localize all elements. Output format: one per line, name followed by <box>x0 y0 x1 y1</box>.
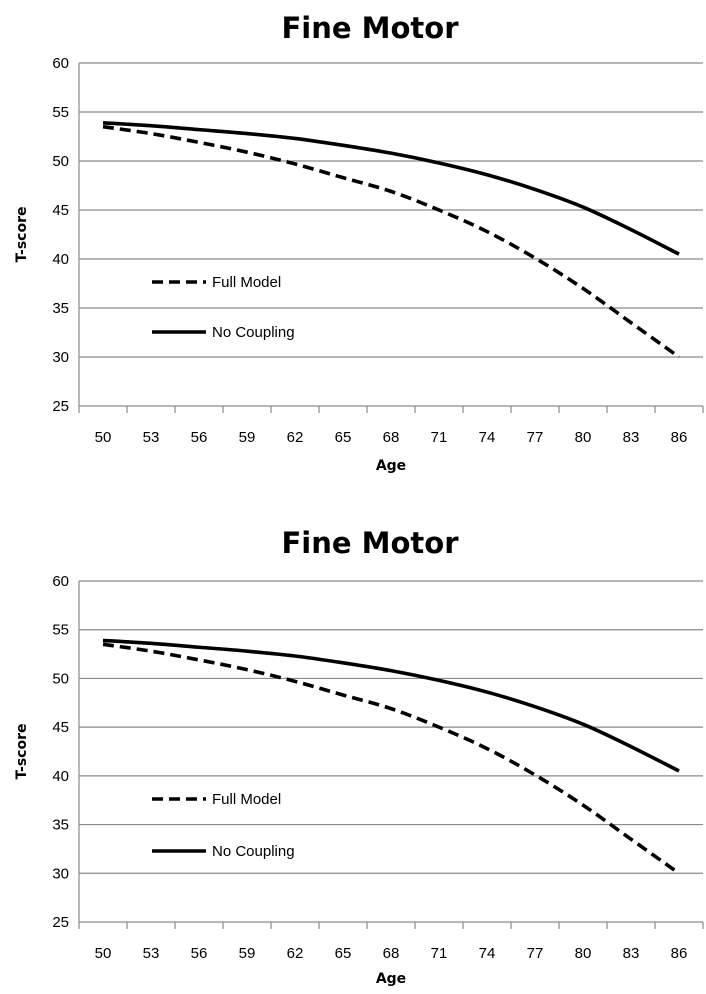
y-tick-label: 45 <box>52 202 69 219</box>
legend-label: No Coupling <box>212 843 295 860</box>
x-tick-label: 74 <box>479 945 496 962</box>
y-tick-label: 35 <box>52 817 69 834</box>
series-line-no-coupling <box>102 120 680 256</box>
x-tick-label: 53 <box>143 429 160 446</box>
series-line-full-model <box>102 642 681 875</box>
x-tick-label: 86 <box>671 429 688 446</box>
x-tick-label: 50 <box>95 945 112 962</box>
x-axis-label: Age <box>376 971 406 987</box>
x-tick-label: 83 <box>623 945 640 962</box>
x-tick-label: 62 <box>287 945 304 962</box>
chart-panel-bottom: Fine Motor 25 30 35 40 45 50 55 60 50 53 56 59 62 65 6… <box>0 497 706 994</box>
x-tick-label: 59 <box>239 945 256 962</box>
x-tick-label: 68 <box>383 429 400 446</box>
y-tick-label: 25 <box>52 398 69 415</box>
y-tick-label: 35 <box>52 300 69 317</box>
y-tick-label: 50 <box>52 153 69 170</box>
y-tick-label: 25 <box>52 914 69 931</box>
y-tick-label: 40 <box>52 251 69 268</box>
y-tick-label: 45 <box>52 719 69 736</box>
x-tick-label: 80 <box>575 429 592 446</box>
y-tick-label: 60 <box>52 55 69 72</box>
y-tick-label: 55 <box>52 622 69 639</box>
chart-title: Fine Motor <box>281 526 459 560</box>
chart-svg-top: Fine Motor 25 30 35 40 45 50 55 60 50 53 56 59 62 65 6… <box>14 11 704 474</box>
y-tick-label: 50 <box>52 670 69 687</box>
legend-label: No Coupling <box>212 324 295 341</box>
x-tick-label: 68 <box>383 945 400 962</box>
x-tick-label: 86 <box>671 945 688 962</box>
y-tick-label: 30 <box>52 349 69 366</box>
x-tick-label: 80 <box>575 945 592 962</box>
y-tick-label: 30 <box>52 865 69 882</box>
x-tick-label: 71 <box>431 429 448 446</box>
x-tick-label: 71 <box>431 945 448 962</box>
y-axis-label: T-score <box>14 724 30 780</box>
x-tick-label: 74 <box>479 429 496 446</box>
series-line-full-model <box>102 124 681 359</box>
chart-title: Fine Motor <box>281 11 459 45</box>
chart-panel-top: Fine Motor 25 30 35 40 45 50 55 60 50 53 56 59 62 65 6… <box>14 11 704 474</box>
x-tick-label: 59 <box>239 429 256 446</box>
x-tick-label: 53 <box>143 945 160 962</box>
x-tick-label: 56 <box>191 429 208 446</box>
legend-label: Full Model <box>212 274 281 291</box>
x-tick-label: 83 <box>623 429 640 446</box>
y-axis-label: T-score <box>14 207 30 263</box>
x-axis-label: Age <box>376 458 406 474</box>
x-tick-label: 65 <box>335 945 352 962</box>
x-tick-label: 77 <box>527 429 544 446</box>
y-tick-label: 55 <box>52 104 69 121</box>
x-tick-label: 77 <box>527 945 544 962</box>
y-tick-label: 40 <box>52 768 69 785</box>
chart-svg-bottom: Fine Motor 25 30 35 40 45 50 55 60 50 53 56 59 62 65 6… <box>14 526 704 987</box>
x-tick-label: 65 <box>335 429 352 446</box>
legend-label: Full Model <box>212 791 281 808</box>
x-tick-label: 62 <box>287 429 304 446</box>
series-line-no-coupling <box>102 638 680 773</box>
x-tick-label: 56 <box>191 945 208 962</box>
x-tick-label: 50 <box>95 429 112 446</box>
y-tick-label: 60 <box>52 573 69 590</box>
